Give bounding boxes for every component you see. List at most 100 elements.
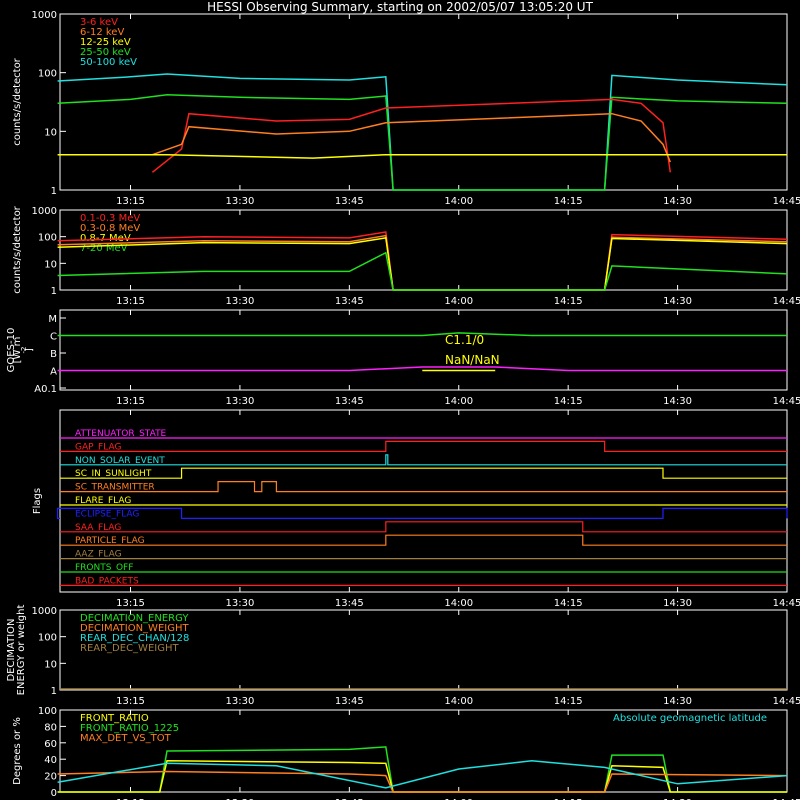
y-axis-label: Degrees or % [12,717,23,785]
x-tick-label: 14:15 [554,196,583,207]
x-tick-label: 14:15 [554,396,583,407]
legend-entry: MAX_DET_VS_TOT [80,733,172,744]
y-tick-label: 10 [44,127,57,138]
y-tick-label: 60 [44,739,57,750]
legend-entry: FRONT_RATIO [80,713,149,724]
series-line-6-12-kev [152,112,671,163]
y-tick-label: 100 [38,69,57,80]
x-tick-label: 14:00 [444,598,473,609]
x-tick-label: 13:45 [335,296,364,307]
legend-entry: 3-6 keV [80,17,118,28]
flag-label: GAP_FLAG [75,442,121,452]
x-tick-label: 14:00 [444,798,473,800]
y-tick-label: C [50,332,57,343]
legend-entry: 0.3-0.8 MeV [80,223,140,234]
series-line-3-6-kev [151,98,672,173]
y-axis-label: counts/s/detector [12,205,23,293]
x-tick-label: 14:45 [773,396,800,407]
y-tick-label: 80 [44,722,57,733]
x-tick-label: 13:15 [116,696,145,707]
x-tick-label: 14:30 [663,798,692,800]
series-line-max-det-vs-tot [57,770,788,793]
flag-label: ECLIPSE_FLAG [75,509,139,519]
y-axis-label: [W m [12,337,23,364]
x-tick-label: 13:15 [116,396,145,407]
x-tick-label: 13:45 [335,798,364,800]
y-axis-label: -2 [20,347,28,354]
x-tick-label: 14:00 [444,696,473,707]
x-tick-label: 14:30 [663,396,692,407]
x-tick-label: 14:30 [663,196,692,207]
legend-entry: DECIMATION_WEIGHT [80,623,189,634]
y-tick-label: 100 [38,633,57,644]
series-line-7-20-mev [57,251,788,291]
y-tick-label: 100 [38,706,57,717]
x-tick-label: 14:30 [663,696,692,707]
legend-entry: 25-50 keV [80,47,131,58]
flag-label: SC_IN_SUNLIGHT [75,469,152,479]
flag-label: BAD_PACKETS [75,576,139,586]
flag-label: NON_SOLAR_EVENT [75,456,165,466]
legend-entry: REAR_DEC_CHAN/128 [80,633,189,644]
flag-line [60,454,787,466]
y-axis-label: counts/s/detector [12,57,23,145]
x-tick-label: 14:45 [773,196,800,207]
y-tick-label: A0.1 [34,384,57,395]
legend-entry: 6-12 keV [80,27,124,38]
series-line-front-ratio-1225 [57,746,787,793]
series-line-12-25-kev [57,153,787,159]
y-tick-label: 20 [44,772,57,783]
y-tick-label: 40 [44,755,57,766]
y-axis-label: ENERGY or weight [16,605,27,696]
legend-entry: 0.8-7 MeV [80,233,131,244]
y-tick-label: 0 [51,788,57,799]
x-tick-label: 14:30 [663,296,692,307]
flag-label: FLARE_FLAG [75,496,131,506]
goes-line-long [57,332,787,337]
legend-entry: 7-20 MeV [80,243,128,254]
x-tick-label: 14:15 [554,296,583,307]
x-tick-label: 13:45 [335,598,364,609]
y-axis-label: GOES-10 [6,328,17,373]
y-tick-label: 1 [51,686,57,697]
flag-line [60,440,787,452]
goes-annotation: C1.1/0 [445,333,484,347]
x-tick-label: 14:15 [554,598,583,609]
x-tick-label: 13:45 [335,196,364,207]
y-tick-label: 1000 [32,206,57,217]
y-tick-label: 1 [51,286,57,297]
x-tick-label: 13:30 [226,396,255,407]
x-tick-label: 14:45 [773,296,800,307]
y-tick-label: 1 [51,186,57,197]
x-tick-label: 13:30 [226,598,255,609]
y-tick-label: 1000 [32,606,57,617]
x-tick-label: 13:15 [116,598,145,609]
flag-label: SC_TRANSMITTER [75,483,155,493]
panel-frame-5 [59,609,788,691]
y-tick-label: 10 [44,259,57,270]
y-tick-label: 10 [44,659,57,670]
x-tick-label: 13:30 [226,798,255,800]
legend-entry: REAR_DEC_WEIGHT [80,643,179,654]
legend-entry: 12-25 keV [80,37,131,48]
x-tick-label: 14:15 [554,798,583,800]
flag-line [60,467,787,479]
x-tick-label: 13:15 [116,798,145,800]
panel-frame-3 [59,309,788,391]
y-tick-label: 1000 [32,10,57,21]
y-tick-label: A [50,367,57,378]
flag-line [56,507,788,519]
x-tick-label: 13:15 [116,296,145,307]
series-line-50-100-kev [57,73,788,191]
flag-label: FRONTS_OFF [75,563,133,573]
x-tick-label: 14:45 [773,696,800,707]
legend-entry: 0.1-0.3 MeV [80,213,140,224]
x-tick-label: 14:00 [444,296,473,307]
flag-line [60,534,787,546]
flag-label: SAA_FLAG [75,523,121,533]
panel-frame-4 [59,409,788,593]
x-tick-label: 13:30 [226,196,255,207]
x-tick-label: 14:45 [773,598,800,609]
